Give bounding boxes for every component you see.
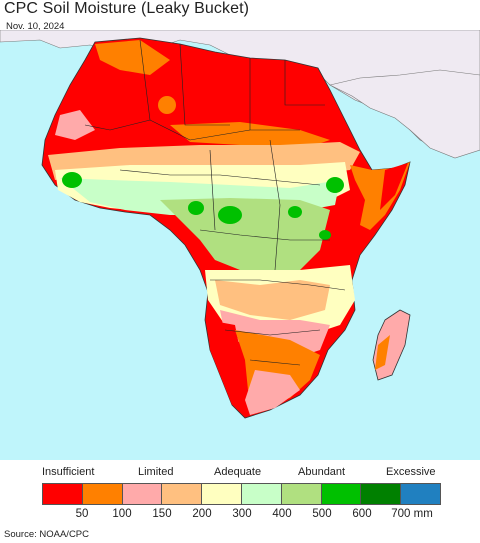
- legend-tick: 700 mm: [391, 508, 433, 520]
- legend-swatch: [202, 484, 242, 504]
- zone-wet-west: [62, 172, 82, 188]
- zone-limited-sahel: [170, 122, 330, 150]
- legend-tick: 50: [75, 508, 89, 520]
- zone-abundant-congo: [160, 198, 330, 275]
- legend-swatch: [162, 484, 203, 504]
- zone-insufficient-somalia: [380, 163, 408, 210]
- country-borders: [84, 39, 346, 366]
- legend-label-adequate: Adequate: [214, 466, 262, 478]
- legend-swatch: [241, 484, 282, 504]
- zone-limited-spot: [158, 96, 176, 114]
- soil-moisture-map: [0, 29, 480, 460]
- legend-swatch: [321, 484, 362, 504]
- legend-tick: 600: [352, 508, 372, 520]
- legend: Insufficient Limited Adequate Abundant E…: [0, 462, 480, 522]
- legend-tick: 400: [272, 508, 292, 520]
- zone-150-cape: [245, 370, 300, 415]
- legend-swatch: [82, 484, 123, 504]
- legend-tick: 200: [192, 508, 212, 520]
- zone-200-south-central: [215, 280, 330, 320]
- legend-swatch: [281, 484, 322, 504]
- map-title: CPC Soil Moisture (Leaky Bucket): [4, 0, 250, 17]
- zone-wet-cameroon: [188, 201, 204, 215]
- zone-limited-north: [95, 40, 170, 75]
- source-credit: Source: NOAA/CPC: [4, 529, 89, 540]
- legend-label-insufficient: Insufficient: [42, 466, 95, 478]
- map-svg: [0, 29, 480, 460]
- madagascar-limited: [375, 335, 390, 370]
- zone-wet-ethiopia: [326, 177, 344, 193]
- legend-label-excessive: Excessive: [386, 466, 436, 478]
- legend-label-abundant: Abundant: [298, 466, 346, 478]
- legend-tick: 300: [232, 508, 252, 520]
- zone-wet-east: [288, 206, 302, 218]
- legend-label-limited: Limited: [138, 466, 174, 478]
- zone-150-west: [55, 110, 95, 140]
- legend-swatch: [122, 484, 163, 504]
- legend-tick: 100: [112, 508, 132, 520]
- legend-tick: 150: [152, 508, 172, 520]
- legend-swatch: [401, 484, 440, 504]
- zone-insufficient-namibia: [208, 320, 250, 405]
- map-date: Nov. 10, 2024: [6, 21, 65, 32]
- legend-color-bar: [42, 483, 441, 505]
- legend-tick: 500: [312, 508, 332, 520]
- legend-swatch: [361, 484, 402, 504]
- arabia-land: [329, 69, 480, 159]
- legend-swatch: [43, 484, 83, 504]
- zone-wet-lakes: [319, 230, 331, 240]
- zone-wet-central: [218, 206, 242, 224]
